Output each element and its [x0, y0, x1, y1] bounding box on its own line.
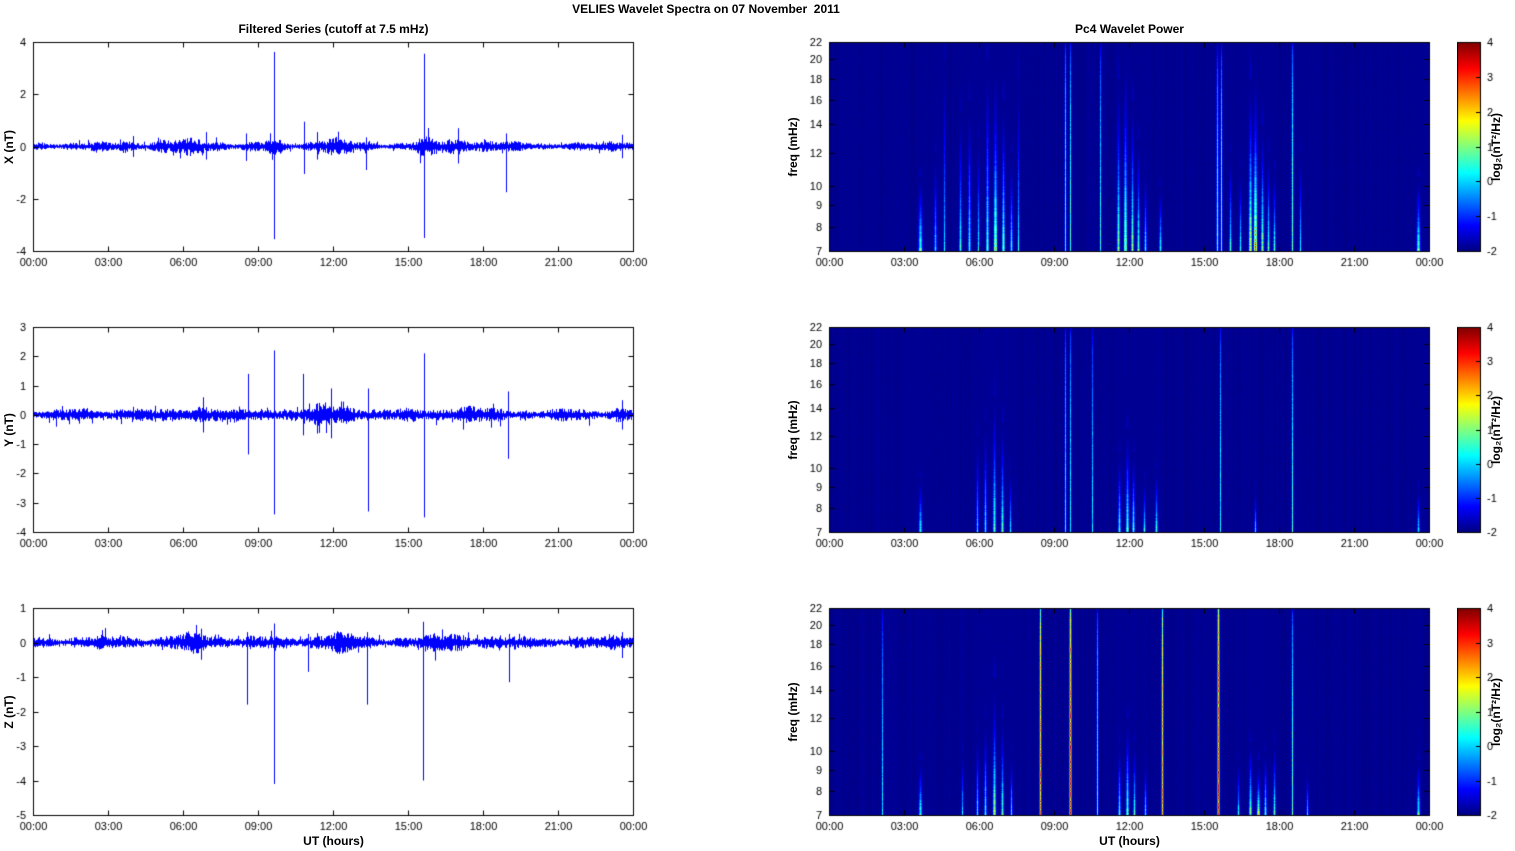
left-xaxis-label: UT (hours) [303, 834, 364, 848]
filtered-series-title: Filtered Series (cutoff at 7.5 mHz) [238, 22, 429, 36]
y-component-series-plot [0, 319, 654, 559]
y-wavelet-spectrogram [793, 319, 1450, 559]
z-colorbar [1457, 600, 1515, 842]
wavelet-power-title: Pc4 Wavelet Power [1075, 22, 1184, 36]
right-xaxis-label: UT (hours) [1099, 834, 1160, 848]
x-wavelet-spectrogram [793, 34, 1450, 278]
z-wavelet-spectrogram [793, 600, 1450, 842]
x-component-series-plot [0, 34, 654, 278]
figure-title: VELIES Wavelet Spectra on 07 November 20… [572, 2, 840, 16]
y-colorbar [1457, 319, 1515, 559]
x-colorbar [1457, 34, 1515, 278]
z-component-series-plot [0, 600, 654, 842]
